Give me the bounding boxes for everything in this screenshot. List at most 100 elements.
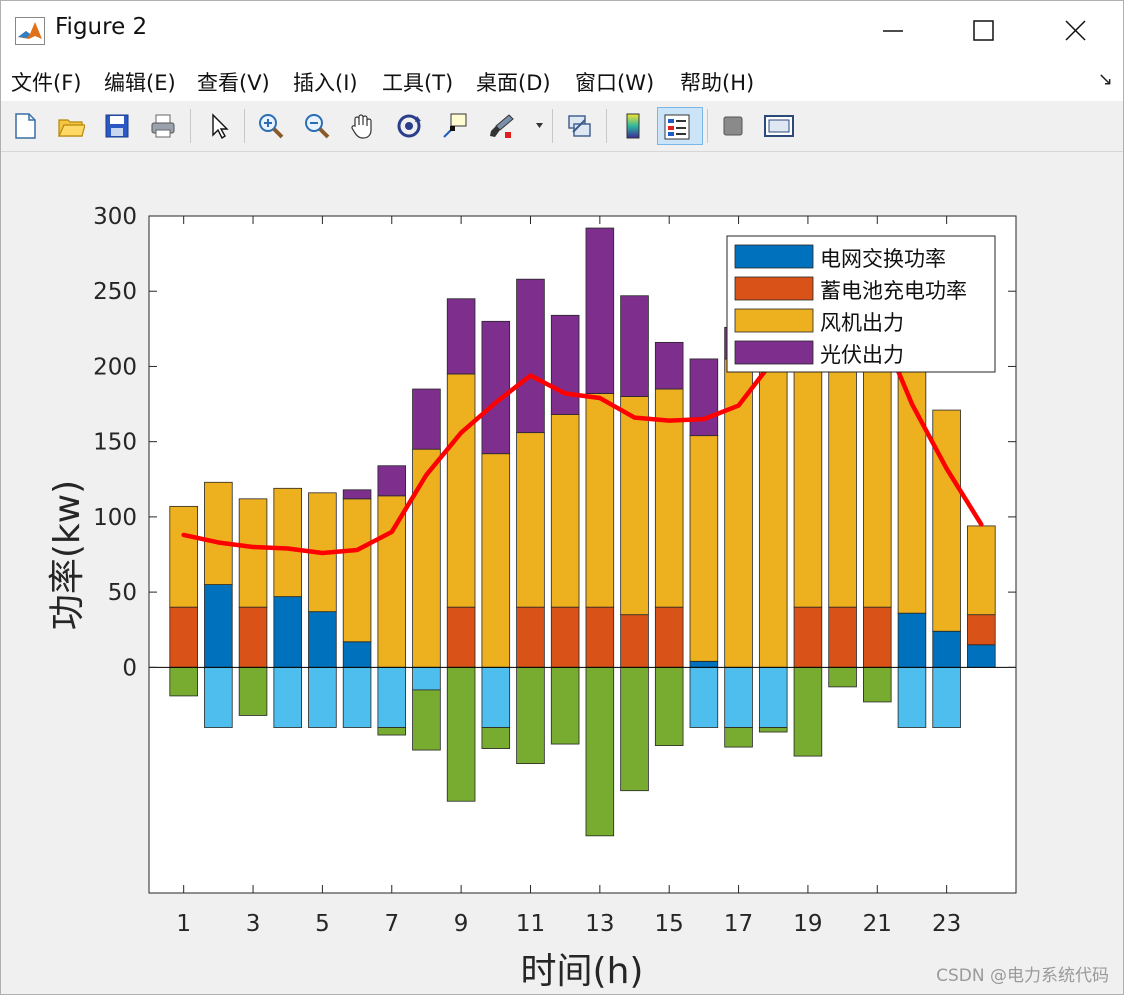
bar-negative-light-blue-h18	[758, 666, 788, 728]
bar-wind-h22	[897, 349, 927, 614]
legend-swatch-battery	[734, 276, 814, 301]
save-icon	[105, 114, 129, 138]
colorbar-button[interactable]	[615, 107, 651, 145]
bar-negative-green-h15	[654, 666, 684, 746]
figure-toolbar	[1, 101, 1123, 152]
minimize-button[interactable]	[847, 1, 939, 59]
link-plot-button[interactable]	[561, 107, 597, 145]
close-button[interactable]	[1029, 1, 1121, 59]
matlab-logo-icon	[15, 17, 45, 45]
show-plot-tools-button[interactable]	[759, 107, 795, 145]
x-axis-label: 时间(h)	[521, 951, 644, 992]
menu-tools[interactable]: 工具(T)	[382, 71, 454, 95]
bar-wind-h1	[169, 505, 198, 608]
print-button[interactable]	[145, 107, 181, 145]
bar-negative-green-h13	[585, 666, 615, 837]
hide-tools-icon	[723, 116, 743, 136]
maximize-button[interactable]	[938, 1, 1030, 59]
bar-grid-exchange-h22	[897, 612, 927, 668]
brush-dropdown[interactable]	[531, 107, 547, 145]
bar-wind-h7	[377, 495, 407, 668]
bar-negative-green-h10	[481, 727, 511, 749]
bar-pv-h9	[446, 298, 476, 375]
menu-file[interactable]: 文件(F)	[11, 71, 82, 95]
bar-negative-green-h11	[516, 666, 545, 765]
pan-button[interactable]	[345, 107, 381, 145]
open-button[interactable]	[53, 107, 89, 145]
bar-wind-h23	[932, 409, 961, 632]
rotate-button[interactable]	[391, 107, 427, 145]
data-cursor-icon	[443, 113, 467, 138]
zoom-out-button[interactable]	[299, 107, 335, 145]
bar-wind-h11	[516, 432, 545, 608]
x-tick-label: 15	[655, 911, 684, 937]
new-figure-button[interactable]	[7, 107, 43, 145]
menu-view[interactable]: 查看(V)	[197, 71, 270, 95]
bar-battery-charge-h3	[238, 606, 268, 668]
toolbar-separator	[244, 109, 245, 143]
bar-negative-light-blue-h4	[273, 666, 302, 728]
bar-negative-light-blue-h17	[724, 666, 753, 728]
y-tick-label: 100	[93, 505, 137, 531]
menu-desktop[interactable]: 桌面(D)	[476, 71, 551, 95]
legend-swatch-grid-exchange	[734, 244, 814, 269]
y-axis-label: 功率(kw)	[47, 480, 88, 630]
new-figure-icon	[15, 113, 36, 139]
hide-plot-tools-button[interactable]	[715, 107, 751, 145]
bar-pv-h6	[342, 489, 372, 500]
link-plot-icon	[568, 115, 591, 137]
menu-help[interactable]: 帮助(H)	[680, 71, 755, 95]
close-icon	[1065, 20, 1086, 41]
bar-negative-light-blue-h6	[342, 666, 372, 728]
bar-battery-charge-h19	[793, 606, 823, 668]
bar-wind-h13	[585, 393, 615, 608]
y-tick-label: 150	[93, 430, 137, 456]
y-tick-label: 200	[93, 354, 137, 380]
bar-battery-charge-h15	[654, 606, 684, 668]
zoom-in-button[interactable]	[253, 107, 289, 145]
zoom-in-icon	[259, 114, 284, 139]
bar-wind-h20	[828, 335, 857, 608]
maximize-icon	[973, 20, 994, 41]
x-tick-label: 17	[724, 911, 753, 937]
x-tick-label: 3	[246, 911, 261, 937]
save-button[interactable]	[99, 107, 135, 145]
bar-pv-h16	[689, 358, 719, 437]
bar-negative-green-h3	[238, 666, 268, 716]
open-folder-icon	[58, 119, 85, 137]
select-button[interactable]	[201, 107, 237, 145]
legend-label-wind: 风机出力	[820, 311, 904, 335]
bar-wind-h4	[273, 487, 302, 598]
menu-edit[interactable]: 编辑(E)	[104, 71, 176, 95]
menu-insert[interactable]: 插入(I)	[293, 71, 358, 95]
dock-arrow-icon[interactable]: ↘	[1097, 69, 1113, 90]
bar-battery-charge-h9	[446, 606, 476, 668]
legend[interactable]: 电网交换功率 蓄电池充电功率 风机出力 光伏出力	[726, 235, 996, 373]
x-tick-label: 19	[793, 911, 822, 937]
zoom-out-icon	[305, 114, 330, 139]
bar-negative-green-h20	[828, 666, 857, 688]
bar-wind-h18	[758, 358, 788, 668]
legend-label-pv: 光伏出力	[820, 343, 904, 367]
bar-wind-h9	[446, 373, 476, 608]
legend-button[interactable]	[657, 107, 703, 145]
bar-battery-charge-h21	[863, 606, 892, 668]
bar-wind-h3	[238, 498, 268, 608]
bar-pv-h10	[481, 320, 511, 455]
bar-battery-charge-h1	[169, 606, 198, 668]
x-tick-label: 5	[315, 911, 330, 937]
menu-window[interactable]: 窗口(W)	[575, 71, 655, 95]
bar-wind-h10	[481, 453, 511, 668]
legend-swatch-wind	[734, 308, 814, 333]
title-bar[interactable]: Figure 2	[1, 1, 1123, 59]
data-cursor-button[interactable]	[437, 107, 473, 145]
brush-button[interactable]	[483, 107, 519, 145]
minimize-icon	[883, 30, 903, 32]
bar-pv-h14	[620, 295, 649, 397]
window-title: Figure 2	[55, 14, 148, 40]
x-tick-label: 11	[516, 911, 545, 937]
bar-grid-exchange-h5	[308, 611, 337, 668]
bar-negative-green-h1	[169, 666, 198, 697]
legend-swatch-pv	[734, 340, 814, 365]
